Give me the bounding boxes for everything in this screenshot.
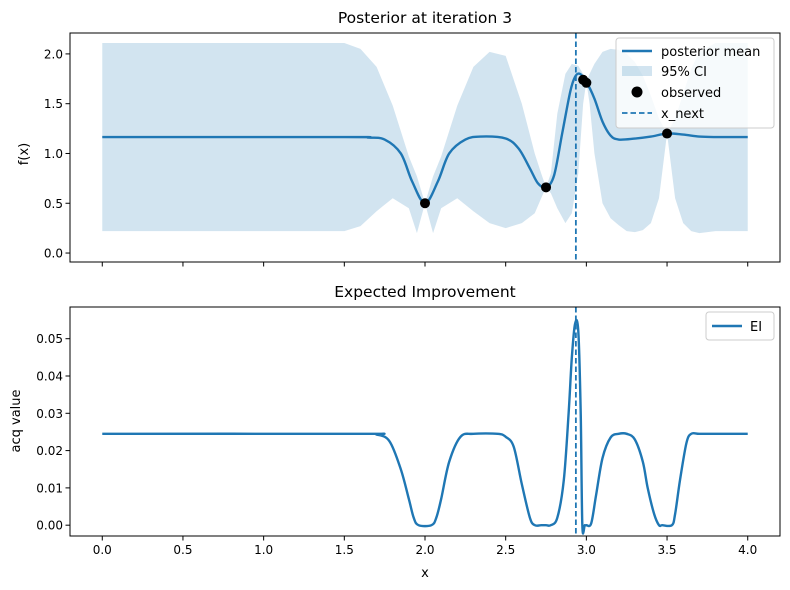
observed-point xyxy=(541,182,552,193)
acquisition-y-ticks: 0.00 0.01 0.02 0.03 0.04 0.05 xyxy=(36,332,70,533)
acquisition-y-axis-label: acq value xyxy=(9,389,24,452)
posterior-y-axis-label: f(x) xyxy=(17,143,32,165)
posterior-mean-layer xyxy=(102,72,748,205)
posterior-legend: posterior mean 95% CI observed x_next xyxy=(615,37,775,129)
y-tick-label: 0.5 xyxy=(44,197,63,211)
posterior-panel: Posterior at iteration 3 f(x) 0.0 0.5 1.0 1… xyxy=(17,9,781,267)
legend-ei-label: EI xyxy=(750,320,762,335)
x-tick-label: 4.0 xyxy=(738,543,757,557)
acquisition-legend: EI xyxy=(705,311,775,341)
legend-posterior-mean-label: posterior mean xyxy=(661,45,760,60)
observed-point xyxy=(581,77,592,88)
posterior-mean-line xyxy=(102,72,748,205)
confidence-band-layer xyxy=(102,42,748,234)
observed-point xyxy=(662,128,673,139)
y-tick-label: 0.04 xyxy=(36,369,63,383)
x-tick-label: 1.5 xyxy=(335,543,354,557)
acquisition-panel: Expected Improvement acq value x 0.0 0.5 1… xyxy=(9,283,781,581)
legend-ci-label: 95% CI xyxy=(661,65,707,80)
x-tick-label: 3.0 xyxy=(577,543,596,557)
y-tick-label: 0.03 xyxy=(36,407,63,421)
y-tick-label: 1.0 xyxy=(44,147,63,161)
posterior-y-ticks: 0.0 0.5 1.0 1.5 2.0 xyxy=(44,47,70,261)
acquisition-x-ticks: 0.0 0.5 1.0 1.5 2.0 2.5 3.0 3.5 4.0 xyxy=(93,536,757,557)
ei-curve-layer xyxy=(102,319,748,535)
x-tick-label: 0.5 xyxy=(173,543,192,557)
posterior-x-ticks xyxy=(101,262,749,267)
confidence-band xyxy=(102,42,748,234)
posterior-legend-box xyxy=(615,37,775,129)
x-tick-label: 0.0 xyxy=(93,543,112,557)
posterior-title: Posterior at iteration 3 xyxy=(338,9,512,27)
y-tick-label: 0.02 xyxy=(36,444,63,458)
y-tick-label: 1.5 xyxy=(44,97,63,111)
legend-x-next-label: x_next xyxy=(661,107,704,122)
posterior-axes-frame xyxy=(69,32,781,263)
y-tick-label: 2.0 xyxy=(44,47,63,61)
x-tick-label: 1.0 xyxy=(254,543,273,557)
ei-line xyxy=(102,319,748,535)
observed-point xyxy=(420,198,430,209)
observed-points-layer xyxy=(420,74,673,209)
y-tick-label: 0.05 xyxy=(36,332,63,346)
x-tick-label: 2.5 xyxy=(496,543,515,557)
x-tick-label: 2.0 xyxy=(415,543,434,557)
legend-observed-label: observed xyxy=(661,86,721,101)
x-tick-label: 3.5 xyxy=(657,543,676,557)
y-tick-label: 0.01 xyxy=(36,481,63,495)
y-tick-label: 0.0 xyxy=(44,247,63,261)
y-tick-label: 0.00 xyxy=(36,519,63,533)
legend-ci-swatch xyxy=(622,66,652,76)
legend-observed-swatch xyxy=(631,86,643,98)
acquisition-x-axis-label: x xyxy=(421,566,429,581)
acquisition-axes-frame xyxy=(69,306,781,537)
acquisition-title: Expected Improvement xyxy=(334,283,516,301)
